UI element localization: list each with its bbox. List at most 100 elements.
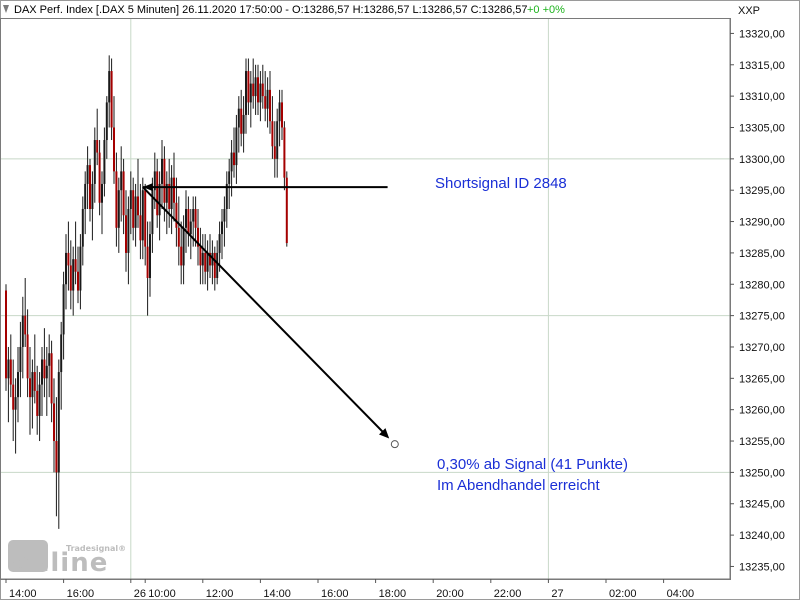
candle [74,221,77,285]
x-tick-label: 22:00 [494,588,522,600]
target-marker [390,440,399,449]
candle [43,328,46,398]
candle [170,165,173,235]
candle [96,108,99,166]
candle [261,64,264,109]
candle [156,158,159,228]
candle-body [55,441,58,473]
y-tick-label: 13245,00 [739,499,785,511]
candle-body [115,171,118,228]
candle-body [108,71,111,103]
candle [115,152,118,247]
candle [278,89,281,147]
candle [249,71,252,128]
candle-body [84,183,87,210]
candle [273,121,276,178]
candle [36,365,39,435]
x-tick-label: 14:00 [263,588,291,600]
candle [141,177,144,260]
x-axis: 14:00 16:00 26 10:00 12:00 14:00 16:00 18:00 20:… [0,578,730,600]
candle [72,246,75,316]
candle-body [192,209,195,222]
candle-body [269,89,271,122]
candle [7,346,10,423]
candle-body [48,353,51,366]
candle [19,321,22,398]
result-line-2: Im Abendhandel erreicht [437,477,600,494]
header-title: DAX Perf. Index [.DAX 5 Minuten] 26.11.2… [14,4,528,16]
candle [180,221,183,285]
candle [189,209,192,260]
candle-body [146,246,149,278]
x-tick-label: 16:00 [321,588,349,600]
y-tick-label: 13280,00 [739,279,785,291]
candle-body [185,209,187,228]
candle [57,359,60,529]
annotation-lines [142,183,399,449]
y-tick-label: 13285,00 [739,248,785,260]
candle [29,346,31,435]
candle-body [175,202,178,228]
y-tick-label: 13290,00 [739,217,785,229]
candle-body [259,83,262,103]
x-tick-label: 27 [551,588,563,600]
candle-body [228,171,231,184]
candle-body [29,378,31,398]
candle-body [182,227,185,266]
candle [12,359,15,442]
y-tick-label: 13265,00 [739,373,785,385]
candle [33,334,36,404]
candle-body [247,71,250,103]
candle [165,171,168,235]
candle-body [216,252,219,278]
candle-body [139,215,142,241]
candle-body [19,346,22,373]
y-tick-label: 13235,00 [739,561,785,573]
candle-body [110,71,113,128]
y-axis: 13235,00 13240,00 13245,00 13250,00 13255,00… [729,19,785,579]
x-tick-label: 18:00 [379,588,407,600]
candle-body [38,384,41,416]
candle-body [93,140,96,184]
candle [269,71,271,134]
candle-body [209,252,211,266]
y-tick-label: 13300,00 [739,154,785,166]
candle-body [278,102,281,122]
x-tick-label: 14:00 [9,588,37,600]
candle-body [36,390,39,416]
candle-body [144,190,147,247]
candle [240,89,243,147]
candle-body [257,77,259,103]
candle-body [96,140,99,153]
collapse-triangle-icon[interactable] [3,5,9,13]
candle-body [204,252,207,272]
candle [259,71,262,122]
y-tick-label: 13260,00 [739,405,785,417]
candle [5,284,7,391]
candle [89,158,91,222]
candle [175,177,178,247]
candlesticks [5,55,288,529]
header-change: +0 +0% [527,4,565,16]
candle-body [45,365,48,379]
candle-body [199,246,202,266]
candle-body [151,190,154,235]
candle [206,240,209,291]
candle-body [105,102,108,141]
candle-body [113,127,115,172]
candle-body [41,359,43,385]
candle-body [57,372,60,473]
candle-body [86,165,89,184]
candle [283,121,286,191]
candle [276,108,279,178]
candle-body [117,190,120,228]
candle-body [125,215,127,253]
candle-body [180,246,183,266]
candle [93,127,96,203]
y-tick-label: 13275,00 [739,311,785,323]
candle-body [149,234,151,278]
watermark-brand-big: online [12,548,108,578]
candle-body [235,127,238,166]
candle [233,127,235,178]
candle [254,64,257,115]
